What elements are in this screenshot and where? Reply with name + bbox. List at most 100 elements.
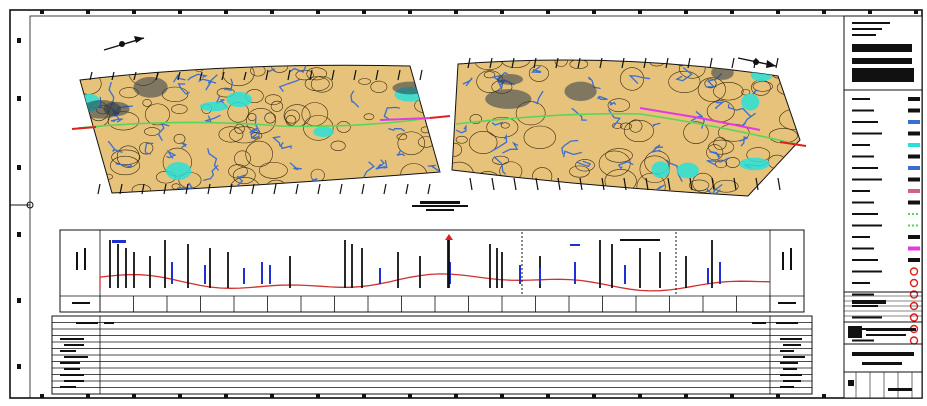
band-row-label <box>783 368 797 370</box>
legend-text-line <box>852 213 878 215</box>
station-tick <box>643 57 647 69</box>
contour-line <box>171 104 188 114</box>
station-tick <box>221 71 225 81</box>
contour-line <box>752 81 773 92</box>
ruler-tick <box>270 394 274 398</box>
contour-line <box>264 94 282 106</box>
wetland-area <box>739 157 770 171</box>
title-dark-band <box>852 352 914 356</box>
contour-line <box>679 60 710 64</box>
ruler-tick <box>362 394 366 398</box>
contour-line <box>396 133 408 140</box>
ruler-tick <box>592 10 596 14</box>
drainage-line <box>628 75 651 85</box>
plan-sheet-left <box>79 64 441 194</box>
station-tick <box>405 183 409 195</box>
north-arrow-icon <box>103 36 145 51</box>
contour-line <box>523 125 556 149</box>
legend-symbol <box>908 200 920 205</box>
station-tick <box>557 177 561 191</box>
ruler-tick <box>868 10 872 14</box>
wetland-area <box>226 91 252 108</box>
ruler-tick <box>132 10 136 14</box>
contour-line <box>605 148 633 163</box>
drainage-line <box>157 122 170 142</box>
band-row-label <box>64 368 80 370</box>
drainage-line <box>739 135 749 147</box>
contour-line <box>131 184 151 193</box>
alignment-end <box>779 141 807 147</box>
legend-text-line <box>852 259 878 261</box>
drainage-line <box>421 102 435 110</box>
magenta-segment <box>639 107 761 131</box>
band-row-label <box>783 356 805 358</box>
ruler-tick <box>684 10 688 14</box>
legend-node-symbol <box>909 278 919 288</box>
profile-label-marker <box>570 244 580 246</box>
drainage-line <box>695 110 705 129</box>
contour-line <box>771 68 788 79</box>
station-tick <box>709 57 713 69</box>
contour-line <box>569 165 590 178</box>
drainage-line <box>383 106 400 121</box>
drainage-line <box>562 150 583 158</box>
title-logo-block <box>848 326 862 338</box>
wetland-area <box>741 93 760 111</box>
contour-line <box>271 65 288 73</box>
contour-line <box>704 78 717 89</box>
station-tick <box>375 69 379 81</box>
station-tick <box>185 183 189 195</box>
drainage-line <box>455 124 467 134</box>
contour-line <box>708 139 735 155</box>
station-tick <box>467 57 471 69</box>
title-line <box>866 334 906 336</box>
drainage-line <box>278 78 301 92</box>
dark-area <box>392 81 428 95</box>
station-tick <box>513 177 517 191</box>
contour-line <box>258 161 288 179</box>
contour-line <box>628 119 643 133</box>
ruler-tick <box>776 10 780 14</box>
drainage-line <box>491 121 504 126</box>
station-tick <box>155 71 159 81</box>
drainage-line <box>172 74 186 83</box>
contour-line <box>229 126 260 144</box>
station-tick <box>361 183 365 195</box>
ruler-tick <box>454 394 458 398</box>
station-tick <box>331 69 335 81</box>
band-row-label <box>783 344 801 346</box>
contour-line <box>636 172 666 196</box>
drainage-line <box>388 127 406 132</box>
contour-line <box>692 172 714 193</box>
band-heading-mark <box>72 302 90 304</box>
ruler-tick <box>178 10 182 14</box>
contour-line <box>500 60 531 69</box>
dark-area <box>103 101 130 117</box>
drainage-line <box>752 89 759 95</box>
contour-line <box>492 155 510 165</box>
ruler-tick <box>500 394 504 398</box>
band-row-label <box>104 322 114 324</box>
contour-line <box>390 176 409 193</box>
station-tick <box>309 69 313 81</box>
legend-text-line <box>852 109 874 112</box>
station-tick <box>689 177 693 191</box>
drainage-line <box>176 182 194 190</box>
contour-line <box>607 98 631 112</box>
drainage-line <box>80 127 92 143</box>
band-row-label <box>64 344 84 346</box>
title-line <box>866 328 916 331</box>
legend-text-line <box>852 190 870 192</box>
drainage-line <box>110 118 124 123</box>
contour-line <box>264 112 276 124</box>
title-dark-band <box>852 300 886 304</box>
title-line <box>888 388 912 391</box>
legend-text-line <box>852 339 874 342</box>
legend-text-line <box>852 121 878 123</box>
contour-line <box>785 60 800 64</box>
band-row-label <box>780 338 802 340</box>
station-tick <box>251 183 255 195</box>
band-row-label <box>783 380 801 382</box>
legend-node-symbol <box>909 290 919 299</box>
